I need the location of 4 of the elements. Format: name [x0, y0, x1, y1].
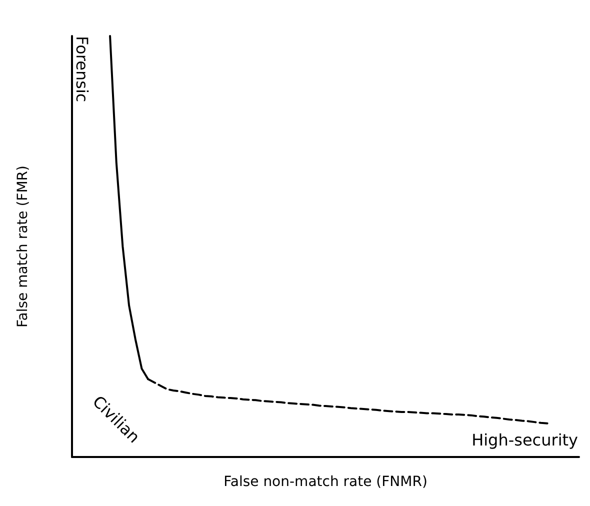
x-axis-title: False non-match rate (FNMR) — [224, 474, 428, 490]
annotation: Forensic — [72, 36, 92, 102]
annotation: High-security — [472, 430, 578, 450]
y-axis-title: False match rate (FMR) — [15, 166, 31, 328]
